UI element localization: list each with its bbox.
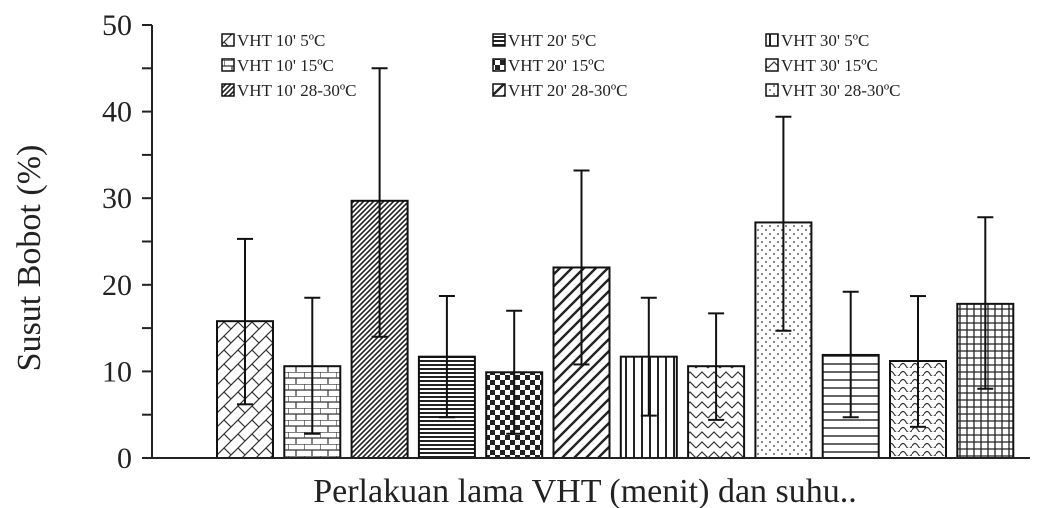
legend-label: VHT 30' 5ºC: [781, 31, 869, 50]
legend-label: VHT 20' 15ºC: [508, 56, 605, 75]
legend-label: VHT 10' 28-30ºC: [237, 81, 356, 100]
y-tick-label: 30: [102, 182, 132, 215]
legend-swatch: [765, 33, 779, 47]
y-axis: 0 10 20 30 40 50: [102, 9, 1030, 475]
legend-label: VHT 30' 28-30ºC: [781, 81, 900, 100]
legend-label: VHT 30' 15ºC: [781, 56, 878, 75]
y-tick-label: 0: [117, 442, 132, 475]
y-tick-label: 50: [102, 9, 132, 42]
legend-label: VHT 10' 5ºC: [237, 31, 325, 50]
y-tick-label: 40: [102, 96, 132, 129]
legend-swatch: [221, 58, 235, 72]
legend-swatch: [221, 33, 235, 47]
y-tick-label: 20: [102, 269, 132, 302]
x-axis-title: Perlakuan lama VHT (menit) dan suhu..: [313, 473, 857, 508]
legend-label: VHT 20' 28-30ºC: [508, 81, 627, 100]
legend-swatch: [221, 83, 235, 97]
legend-swatch: [765, 58, 779, 72]
error-bars: [237, 67, 994, 435]
legend-swatch: [492, 58, 506, 72]
legend: VHT 10' 5ºC VHT 10' 15ºC VHT 10' 28-30ºC VH…: [221, 31, 900, 100]
y-tick-label: 10: [102, 355, 132, 388]
legend-swatch: [492, 33, 506, 47]
bars: [216, 199, 1015, 460]
legend-swatch: [765, 83, 779, 97]
y-axis-title: Susut Bobot (%): [11, 145, 48, 372]
legend-label: VHT 10' 15ºC: [237, 56, 334, 75]
legend-label: VHT 20' 5ºC: [508, 31, 596, 50]
legend-swatch: [492, 83, 506, 97]
